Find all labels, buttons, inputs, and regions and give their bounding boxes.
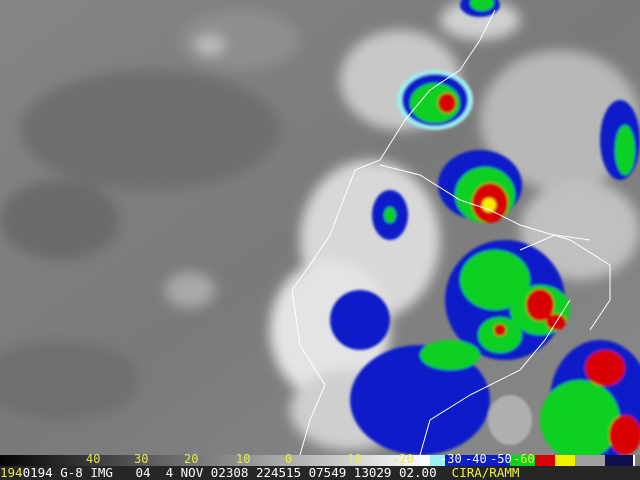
colorbar-label: -30: [440, 452, 462, 466]
colorbar-label: 10: [236, 452, 251, 466]
colorbar-label: -60: [513, 452, 535, 466]
info-element: 13029: [353, 465, 392, 480]
colorbar-label: 30: [134, 452, 149, 466]
colorbar-label: 20: [184, 452, 199, 466]
background-cloud-texture: [0, 10, 300, 420]
info-date: 4 NOV 02308: [165, 465, 249, 480]
info-prefix: 194: [0, 465, 23, 480]
colorbar-label: -10: [340, 452, 362, 466]
info-channel: 04: [135, 465, 151, 480]
image-info-bar: 1940194 G-8 IMG 04 4 NOV 02308 224515 07…: [0, 466, 640, 480]
info-day: 0194: [22, 465, 53, 480]
colorbar-label: -20: [392, 452, 414, 466]
colorbar-label: -40: [465, 452, 487, 466]
colorbar-label: -50: [490, 452, 512, 466]
info-satellite: G-8: [60, 465, 83, 480]
white-cloud-field: [270, 0, 640, 450]
info-time: 224515: [255, 465, 302, 480]
colorbar-label: 40: [86, 452, 101, 466]
colorbar-label: 0: [285, 452, 293, 466]
info-line: 07549: [308, 465, 347, 480]
cold-cloud-tops: [330, 0, 640, 460]
info-product: IMG: [90, 465, 113, 480]
coastline-borders: [291, 9, 611, 456]
info-resolution: 02.00: [398, 465, 437, 480]
temperature-colorbar: [0, 455, 635, 466]
info-credit: CIRA/RAMM: [451, 465, 520, 480]
